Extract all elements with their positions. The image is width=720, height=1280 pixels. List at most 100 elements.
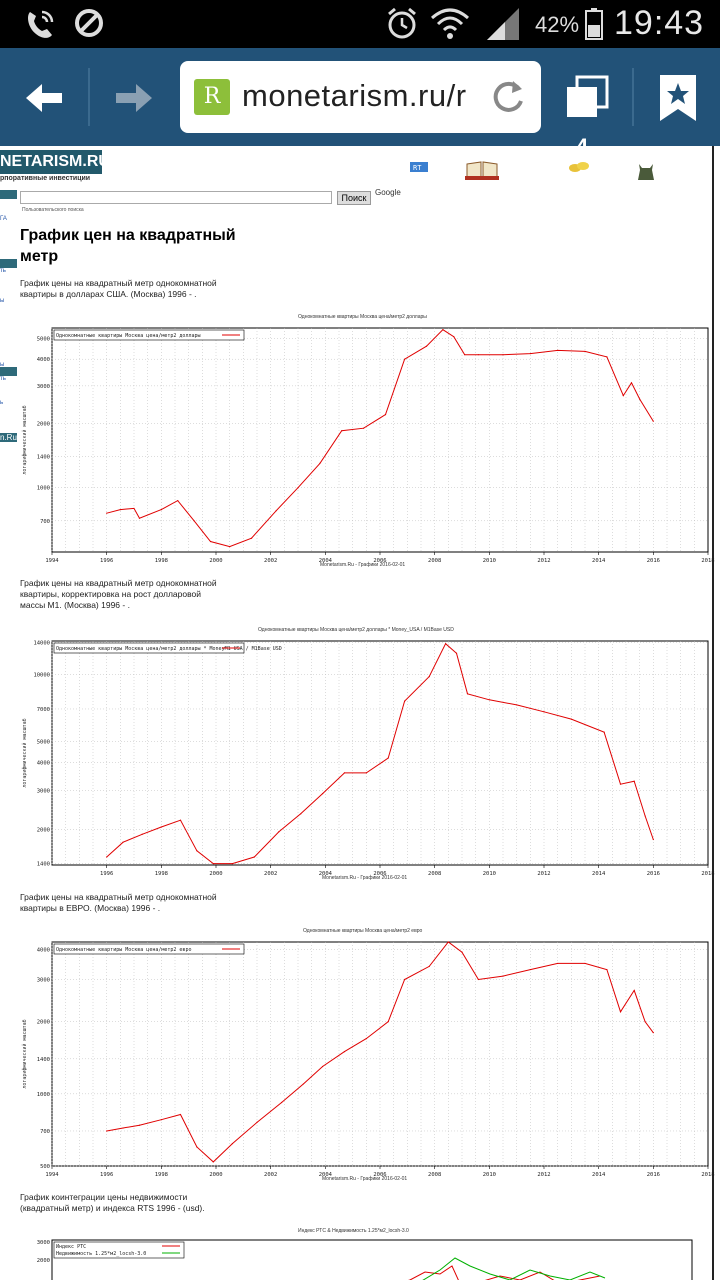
data-point xyxy=(630,382,633,384)
legend-label: Недвижимость 1.25*м2_locsh-3.0 xyxy=(56,1251,146,1257)
x-tick-label: 2014 xyxy=(592,558,606,564)
chart-caption: График цены на квадратный метр однокомна… xyxy=(20,578,217,610)
y-tick-label: 4000 xyxy=(37,948,50,954)
x-tick-label: 2018 xyxy=(701,558,714,564)
sidebar-link[interactable]: ы xyxy=(0,298,5,304)
sidebar-link[interactable]: ть xyxy=(0,268,6,274)
y-axis-label: логарифмический масштаб xyxy=(21,718,28,787)
forward-button[interactable] xyxy=(104,68,164,128)
sidebar-link[interactable]: ы xyxy=(0,362,5,368)
data-point xyxy=(633,780,635,782)
url-text[interactable]: monetarism.ru/r xyxy=(242,78,467,113)
sidebar-link[interactable]: ь xyxy=(0,400,4,406)
data-point xyxy=(363,427,365,429)
data-point xyxy=(387,757,389,759)
y-tick-label: 700 xyxy=(40,519,50,525)
data-point xyxy=(122,841,124,843)
search-input[interactable] xyxy=(20,191,332,204)
data-point xyxy=(281,1101,283,1104)
data-point xyxy=(229,545,231,548)
y-tick-label: 700 xyxy=(40,1129,50,1135)
site-favicon: R xyxy=(194,79,230,115)
data-point xyxy=(122,1127,124,1129)
bookmark-button[interactable] xyxy=(648,68,708,128)
data-point xyxy=(428,676,430,678)
x-tick-label: 1998 xyxy=(155,558,168,564)
data-point xyxy=(603,731,605,733)
data-point xyxy=(477,354,479,356)
x-tick-label: 2010 xyxy=(483,1172,496,1178)
data-point xyxy=(529,352,531,355)
data-point xyxy=(297,487,299,489)
data-point xyxy=(106,856,108,858)
data-point xyxy=(278,831,280,833)
toolbar-divider xyxy=(632,68,634,126)
data-point xyxy=(557,962,559,965)
sidebar-tab[interactable] xyxy=(0,190,17,199)
search-button[interactable]: Поиск xyxy=(337,191,371,205)
data-point xyxy=(322,793,324,795)
rss-icon[interactable]: RT xyxy=(410,160,428,179)
x-tick-label: 2004 xyxy=(319,871,333,877)
data-point xyxy=(633,989,635,992)
legend-box xyxy=(53,642,245,654)
sidebar-badge[interactable]: n.Ru xyxy=(0,433,17,442)
y-axis-label: логарифмический масштаб xyxy=(21,405,28,474)
data-point xyxy=(516,704,518,706)
x-tick-label: 1998 xyxy=(155,1172,168,1178)
x-tick-label: 2016 xyxy=(647,1172,660,1178)
battery-icon xyxy=(585,8,603,45)
status-bar: 42% 19:43 xyxy=(0,0,720,48)
data-point xyxy=(343,772,346,774)
bull-icon[interactable] xyxy=(636,160,656,187)
data-point xyxy=(639,398,641,400)
data-point xyxy=(106,512,108,514)
site-logo[interactable]: NETARISM.RU xyxy=(0,150,102,174)
x-tick-label: 2008 xyxy=(428,1172,441,1178)
y-tick-label: 7000 xyxy=(37,707,50,713)
series-line xyxy=(408,1265,601,1280)
sidebar-tab[interactable] xyxy=(0,259,17,268)
refresh-icon[interactable] xyxy=(489,77,527,122)
book-icon[interactable] xyxy=(465,160,499,185)
data-point xyxy=(160,1119,162,1121)
y-tick-label: 3000 xyxy=(37,1240,50,1246)
y-tick-label: 2000 xyxy=(37,1258,50,1264)
sidebar-link[interactable]: ГА xyxy=(0,216,7,222)
y-tick-label: 2000 xyxy=(37,421,50,427)
data-point xyxy=(387,1021,389,1023)
sidebar-tab[interactable] xyxy=(0,367,17,376)
y-tick-label: 2000 xyxy=(37,1020,50,1026)
wifi-calling-icon xyxy=(22,6,58,47)
data-point xyxy=(652,838,654,841)
data-point xyxy=(319,462,321,465)
data-point xyxy=(160,826,162,828)
data-point xyxy=(322,1065,324,1068)
data-point xyxy=(543,711,545,713)
data-point xyxy=(138,517,141,519)
y-tick-label: 10000 xyxy=(33,673,50,679)
x-tick-label: 2004 xyxy=(319,558,333,564)
legend-label: Однокомнатные квартиры Москва цена/метр2… xyxy=(56,947,191,953)
data-point xyxy=(193,520,195,522)
coins-icon[interactable] xyxy=(568,160,590,179)
legend-label: Индекс РТС xyxy=(56,1244,86,1250)
url-bar[interactable]: R monetarism.ru/r xyxy=(180,61,541,133)
sidebar-link[interactable]: ть xyxy=(0,376,6,382)
y-tick-label: 1000 xyxy=(37,1092,50,1098)
chart-title: Однокомнатные квартиры Москва цена/метр2… xyxy=(298,314,427,320)
data-point xyxy=(502,975,504,977)
data-point xyxy=(138,1124,141,1126)
data-point xyxy=(212,863,214,865)
tabs-button[interactable] xyxy=(556,68,616,128)
x-tick-label: 1996 xyxy=(100,558,113,564)
x-tick-label: 2000 xyxy=(209,871,222,877)
y-tick-label: 14000 xyxy=(33,640,50,646)
y-tick-label: 5000 xyxy=(37,337,50,343)
chart-footer: Monetarism.Ru - Графики 2016-02-01 xyxy=(322,1176,408,1182)
browser-toolbar: R monetarism.ru/r 4 xyxy=(0,48,720,159)
back-button[interactable] xyxy=(14,68,74,128)
x-tick-label: 2006 xyxy=(373,558,386,564)
legend-box xyxy=(53,1241,185,1259)
data-point xyxy=(619,1011,622,1013)
